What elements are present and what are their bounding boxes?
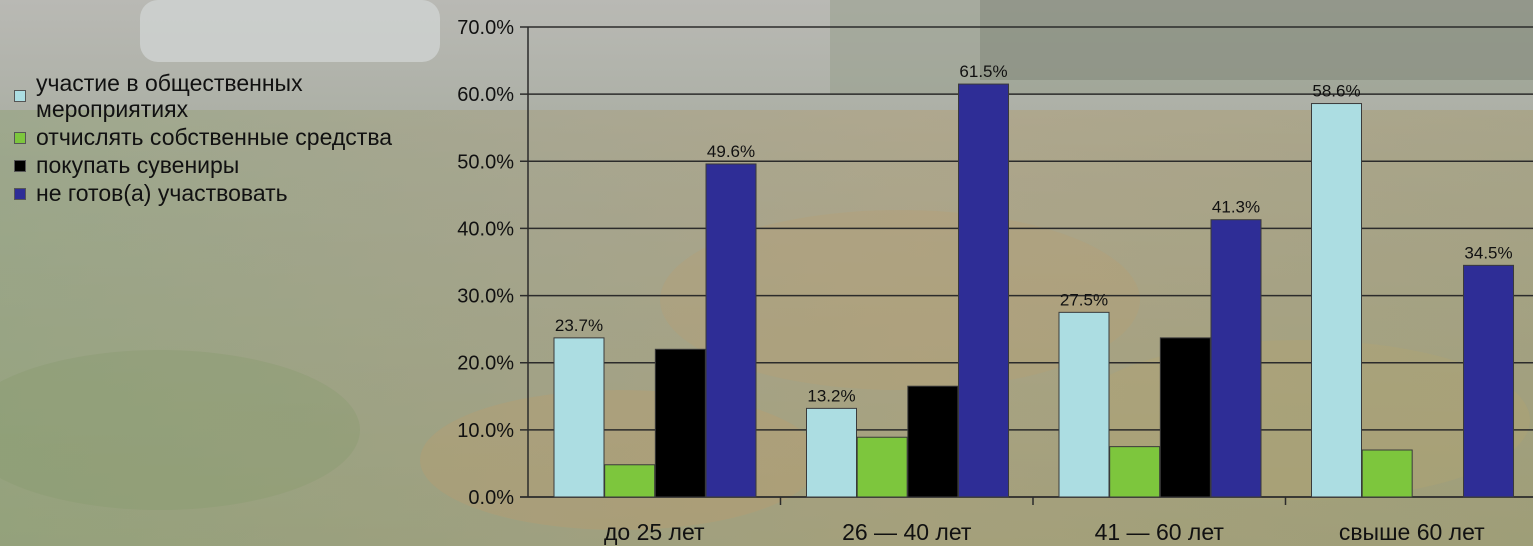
bar xyxy=(1058,311,1110,498)
legend-item: отчислять собственные средства xyxy=(14,124,424,150)
y-tick-label: 60.0% xyxy=(457,84,514,106)
bar xyxy=(1361,449,1413,498)
legend-swatch xyxy=(14,160,26,172)
x-tick-label: свыше 60 лет xyxy=(1339,519,1485,545)
y-tick-label: 10.0% xyxy=(457,420,514,442)
bar xyxy=(806,407,857,498)
x-tick-label: до 25 лет xyxy=(604,519,705,545)
data-label: 27.5% xyxy=(1060,290,1108,309)
bar xyxy=(705,163,757,498)
y-tick-label: 40.0% xyxy=(457,218,514,240)
data-label: 23.7% xyxy=(555,316,603,335)
bar xyxy=(1210,219,1262,498)
legend-label: покупать сувениры xyxy=(36,152,240,178)
bar xyxy=(1109,446,1161,498)
y-tick-label: 30.0% xyxy=(457,286,514,308)
bar xyxy=(856,436,908,498)
legend-item: участие в общественных мероприятиях xyxy=(14,70,424,122)
data-label: 58.6% xyxy=(1312,82,1360,101)
data-label: 34.5% xyxy=(1464,243,1512,262)
legend-swatch xyxy=(14,90,26,102)
bar xyxy=(1463,264,1515,498)
data-label: 61.5% xyxy=(959,62,1007,81)
data-label: 13.2% xyxy=(807,386,855,405)
legend-label: участие в общественных мероприятиях xyxy=(36,70,303,122)
y-tick-label: 70.0% xyxy=(457,17,514,39)
tram-shape-right xyxy=(830,0,1533,95)
bar xyxy=(958,83,1010,498)
x-tick-label: 26 — 40 лет xyxy=(842,519,972,545)
y-tick-label: 0.0% xyxy=(468,487,514,509)
legend-item: не готов(а) участвовать xyxy=(14,180,424,206)
bar xyxy=(907,385,959,498)
data-label: 49.6% xyxy=(707,142,755,161)
x-tick-label: 41 — 60 лет xyxy=(1095,519,1225,545)
y-tick-label: 50.0% xyxy=(457,151,514,173)
legend-label: не готов(а) участвовать xyxy=(36,180,288,206)
data-label: 41.3% xyxy=(1212,198,1260,217)
bar xyxy=(1311,103,1362,498)
legend-swatch xyxy=(14,132,26,144)
legend-swatch xyxy=(14,188,26,200)
bar xyxy=(604,464,656,498)
y-tick-label: 20.0% xyxy=(457,353,514,375)
bar xyxy=(654,348,706,498)
bar xyxy=(1159,337,1211,498)
chart-legend: участие в общественных мероприятиях отчис… xyxy=(14,70,424,208)
tram-shape xyxy=(140,0,440,62)
bar xyxy=(553,337,605,498)
legend-item: покупать сувениры xyxy=(14,152,424,178)
legend-label: отчислять собственные средства xyxy=(36,124,393,150)
